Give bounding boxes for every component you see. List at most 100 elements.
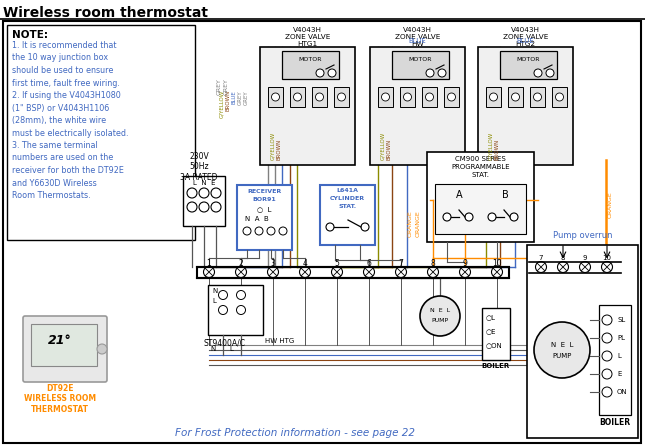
Text: (1" BSP) or V4043H1106: (1" BSP) or V4043H1106	[12, 104, 109, 113]
Circle shape	[404, 93, 412, 101]
Bar	[282, 51, 339, 79]
Text: G/YELLOW: G/YELLOW	[270, 132, 275, 160]
Bar	[486, 87, 501, 107]
Text: ○L: ○L	[486, 314, 496, 320]
Text: L  N  E: L N E	[193, 180, 215, 186]
Text: NOTE:: NOTE:	[12, 30, 48, 40]
Circle shape	[555, 93, 564, 101]
Circle shape	[443, 213, 451, 221]
Circle shape	[602, 387, 612, 397]
Bar	[334, 87, 349, 107]
Text: first time, fault free wiring.: first time, fault free wiring.	[12, 79, 120, 88]
Text: RECEIVER: RECEIVER	[248, 189, 282, 194]
Bar	[392, 51, 449, 79]
Text: G/YELLOW: G/YELLOW	[381, 132, 386, 160]
Circle shape	[326, 223, 334, 231]
Text: 10: 10	[602, 255, 611, 261]
Text: 6: 6	[366, 260, 372, 269]
Text: Pump overrun: Pump overrun	[553, 231, 612, 240]
Text: GREY: GREY	[224, 78, 228, 95]
Circle shape	[491, 266, 502, 278]
Text: BOILER: BOILER	[599, 418, 631, 427]
Circle shape	[237, 291, 246, 299]
Text: PUMP: PUMP	[432, 319, 448, 324]
Bar	[552, 87, 567, 107]
Text: A: A	[455, 190, 462, 200]
Bar	[478, 47, 573, 165]
Text: N  E  L: N E L	[551, 342, 573, 348]
Text: ○ON: ○ON	[486, 342, 502, 348]
Text: G/YELLOW: G/YELLOW	[219, 90, 224, 118]
Circle shape	[510, 213, 518, 221]
Text: N  A  B: N A B	[245, 216, 269, 222]
Bar	[508, 87, 523, 107]
Bar	[268, 87, 283, 107]
Text: L: L	[212, 298, 216, 304]
Circle shape	[535, 261, 546, 273]
Text: V4043H
ZONE VALVE
HTG1: V4043H ZONE VALVE HTG1	[285, 27, 330, 47]
Text: E: E	[617, 371, 621, 377]
Text: 7: 7	[399, 260, 403, 269]
Circle shape	[428, 266, 439, 278]
Circle shape	[255, 227, 263, 235]
Circle shape	[438, 69, 446, 77]
Bar	[500, 51, 557, 79]
Circle shape	[199, 188, 209, 198]
Circle shape	[237, 305, 246, 315]
Text: MOTOR: MOTOR	[298, 57, 322, 62]
Circle shape	[337, 93, 346, 101]
Text: 1. It is recommended that: 1. It is recommended that	[12, 41, 117, 50]
Bar	[31, 324, 97, 366]
Text: L: L	[229, 346, 233, 352]
Bar	[290, 87, 305, 107]
Circle shape	[381, 93, 390, 101]
Circle shape	[511, 93, 519, 101]
Circle shape	[219, 291, 228, 299]
Text: ON: ON	[617, 389, 628, 395]
Bar	[599, 305, 631, 415]
Circle shape	[243, 227, 251, 235]
Text: ○E: ○E	[486, 328, 497, 334]
Text: 9: 9	[582, 255, 587, 261]
Circle shape	[328, 69, 336, 77]
Text: 9: 9	[462, 260, 468, 269]
Circle shape	[332, 266, 342, 278]
Text: 3: 3	[270, 260, 275, 269]
Bar	[422, 87, 437, 107]
Text: BOILER: BOILER	[482, 363, 510, 369]
Circle shape	[199, 202, 209, 212]
Circle shape	[211, 202, 221, 212]
Text: DT92E
WIRELESS ROOM
THERMOSTAT: DT92E WIRELESS ROOM THERMOSTAT	[24, 384, 96, 414]
Text: 4: 4	[303, 260, 308, 269]
Circle shape	[316, 69, 324, 77]
Text: CM900 SERIES: CM900 SERIES	[455, 156, 506, 162]
Circle shape	[235, 266, 246, 278]
Text: N: N	[212, 288, 217, 294]
Text: PROGRAMMABLE: PROGRAMMABLE	[451, 164, 510, 170]
Bar	[7, 25, 195, 240]
Text: the 10 way junction box: the 10 way junction box	[12, 54, 108, 63]
Circle shape	[459, 266, 470, 278]
Bar	[527, 245, 638, 438]
Text: 8: 8	[561, 255, 565, 261]
Circle shape	[579, 261, 591, 273]
Text: 5: 5	[335, 260, 339, 269]
Text: N: N	[210, 346, 215, 352]
Text: 3. The same terminal: 3. The same terminal	[12, 141, 98, 150]
Circle shape	[448, 93, 455, 101]
Circle shape	[488, 213, 496, 221]
Text: SL: SL	[617, 317, 625, 323]
Text: L: L	[617, 353, 621, 359]
Text: 2: 2	[239, 260, 243, 269]
Circle shape	[364, 266, 375, 278]
Text: BROWN: BROWN	[226, 90, 230, 111]
Circle shape	[315, 93, 324, 101]
Text: BLUE: BLUE	[516, 38, 534, 44]
Bar	[378, 87, 393, 107]
Text: PUMP: PUMP	[552, 353, 571, 359]
Text: ORANGE: ORANGE	[608, 192, 613, 219]
FancyBboxPatch shape	[23, 316, 107, 382]
Text: (28mm), the white wire: (28mm), the white wire	[12, 116, 106, 125]
Bar	[260, 47, 355, 165]
Text: 21°: 21°	[48, 334, 72, 347]
